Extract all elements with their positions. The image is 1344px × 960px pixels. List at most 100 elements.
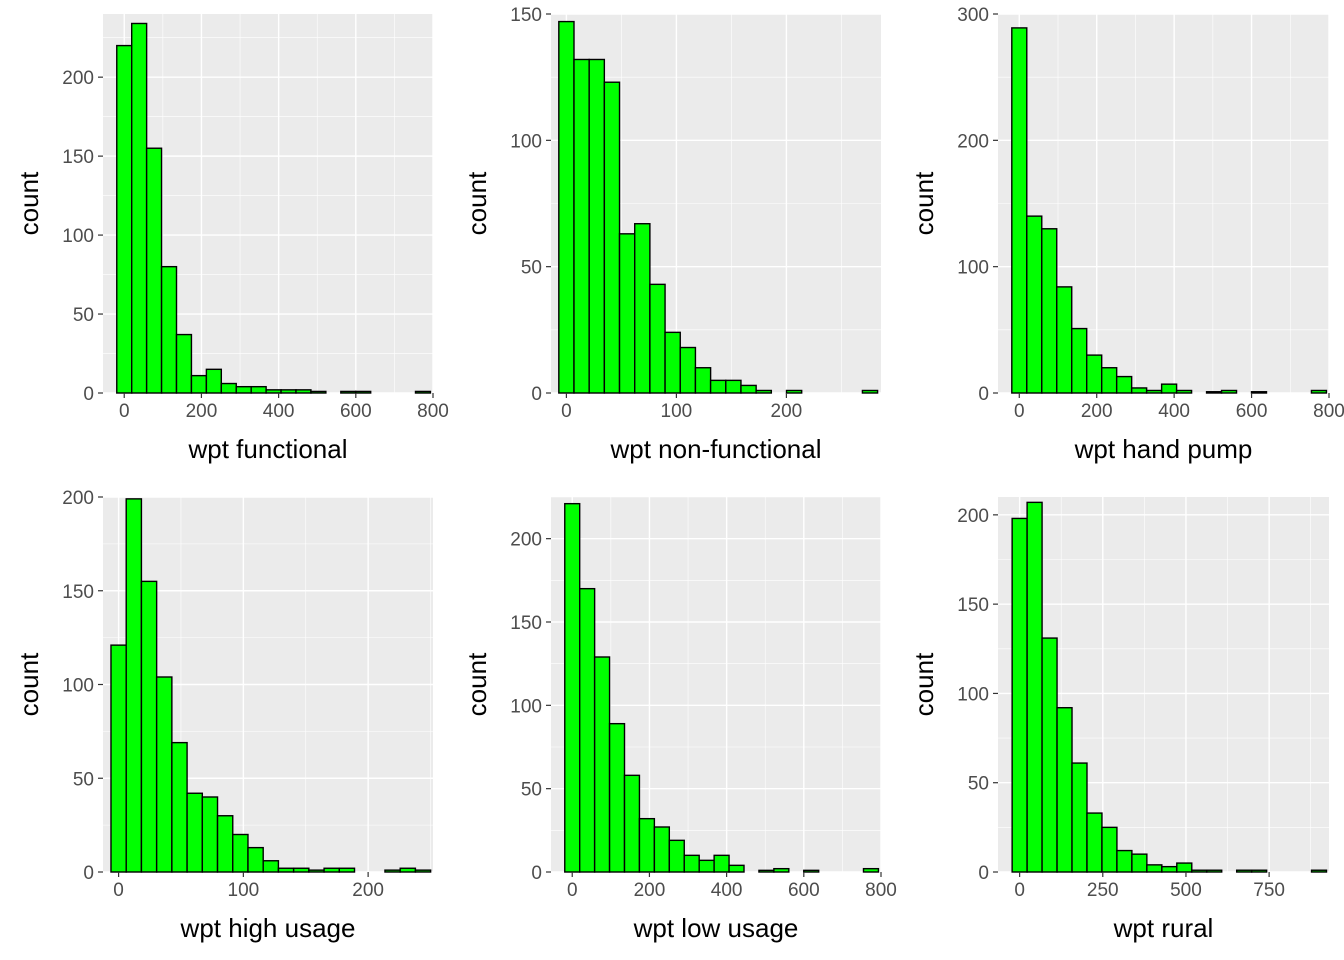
histogram-bar [758,869,775,873]
histogram-bar [250,385,267,394]
x-tick-label: 800 [1313,401,1344,422]
histogram-bar [340,390,357,394]
y-tick-label: 150 [62,147,94,168]
x-tick-label: 200 [352,880,384,901]
histogram-bar [414,390,432,394]
histogram-bar [593,656,611,873]
histogram-bar [573,58,590,394]
x-tick-label: 800 [865,880,897,901]
y-tick-label: 150 [62,582,94,603]
histogram-panel-6: 0 250 500 750 0 50 100 150 200 wpt rural count [909,497,1329,943]
y-tick-label: 100 [957,684,989,705]
histogram-bar [1026,215,1043,394]
histogram-bar [355,390,372,394]
histogram-bar [679,346,697,394]
x-tick-label: 0 [567,880,578,901]
x-tick-label: 200 [771,401,803,422]
histogram-bar [1131,853,1148,873]
histogram-bar [295,389,312,394]
x-tick-label: 0 [1014,880,1025,901]
y-axis-title: count [909,171,939,235]
x-tick-label: 0 [561,401,572,422]
histogram-bar [803,869,820,873]
histogram-bar [116,44,133,394]
y-tick-label: 0 [531,384,542,405]
histogram-bar [1056,707,1073,873]
histogram-panel-3: 0 200 400 600 800 0 100 200 300 wpt hand pump coun… [909,5,1344,464]
histogram-bar [683,854,700,873]
y-axis-title: count [14,171,44,235]
histogram-bar [292,867,310,873]
histogram-bar [1100,367,1118,394]
histogram-bar [1130,387,1148,394]
histogram-bar [190,374,208,394]
histogram-bar [323,867,341,873]
histogram-bar [1115,375,1133,394]
histogram-bar [698,859,715,873]
x-tick-label: 600 [788,880,820,901]
histogram-bar [588,58,606,394]
histogram-bar [308,869,325,873]
x-axis-title: wpt hand pump [1074,434,1253,464]
histogram-bar [1011,517,1028,873]
histogram-bar [1146,864,1163,873]
histogram-bar [785,389,803,394]
histogram-bar [175,333,193,394]
y-axis-title: count [462,652,492,716]
x-tick-label: 200 [186,401,218,422]
histogram-bar [668,839,685,873]
histogram-bar [1145,389,1163,394]
histogram-bar [1086,812,1103,873]
histogram-bar [1205,391,1223,394]
histogram-panel-4: 0 100 200 0 50 100 150 200 wpt high usage count [14,488,433,943]
y-axis-title: count [462,171,492,235]
histogram-bar [399,867,417,873]
histogram-panel-2: 0 100 200 0 50 100 150 wpt non-functional count [462,5,881,464]
y-tick-label: 100 [62,226,94,247]
x-tick-label: 600 [340,401,372,422]
histogram-bar [201,796,219,873]
histogram-bar [1071,327,1088,394]
x-tick-label: 400 [1158,401,1190,422]
x-axis-title: wpt non-functional [609,434,821,464]
y-tick-label: 200 [957,131,989,152]
histogram-bar [773,867,790,873]
histogram-bar [1250,391,1268,394]
histogram-bar [755,389,773,394]
histogram-bar [384,869,401,873]
histogram-bar [623,774,641,873]
x-tick-label: 400 [263,401,295,422]
histogram-bar [1310,389,1328,394]
histogram-bar [1101,826,1118,873]
x-tick-label: 750 [1253,880,1285,901]
histogram-bar [338,867,356,873]
histogram-bar [1056,286,1073,394]
x-tick-label: 800 [417,401,449,422]
histogram-bar [578,587,596,873]
histogram-bar [1041,637,1058,873]
y-tick-label: 0 [531,863,542,884]
histogram-bar [713,854,730,873]
histogram-bar [1220,389,1238,394]
x-tick-label: 600 [1236,401,1268,422]
histogram-bar [235,385,252,394]
y-tick-label: 0 [978,863,989,884]
histogram-bar [1026,501,1043,873]
y-tick-label: 50 [521,780,542,801]
histogram-bar [262,860,280,873]
y-tick-label: 200 [510,530,542,551]
y-tick-label: 50 [73,305,94,326]
histogram-bar [1041,228,1058,394]
histogram-bar [280,389,297,394]
histogram-bar [155,676,173,873]
x-tick-label: 0 [113,880,124,901]
histogram-bar [1310,869,1328,873]
x-axis-title: wpt functional [188,434,348,464]
histogram-bar [638,817,656,873]
histogram-bar [861,389,879,394]
histogram-bar [694,367,712,394]
histogram-bar [649,283,666,394]
histogram-bar [130,22,148,394]
y-tick-label: 100 [510,696,542,717]
